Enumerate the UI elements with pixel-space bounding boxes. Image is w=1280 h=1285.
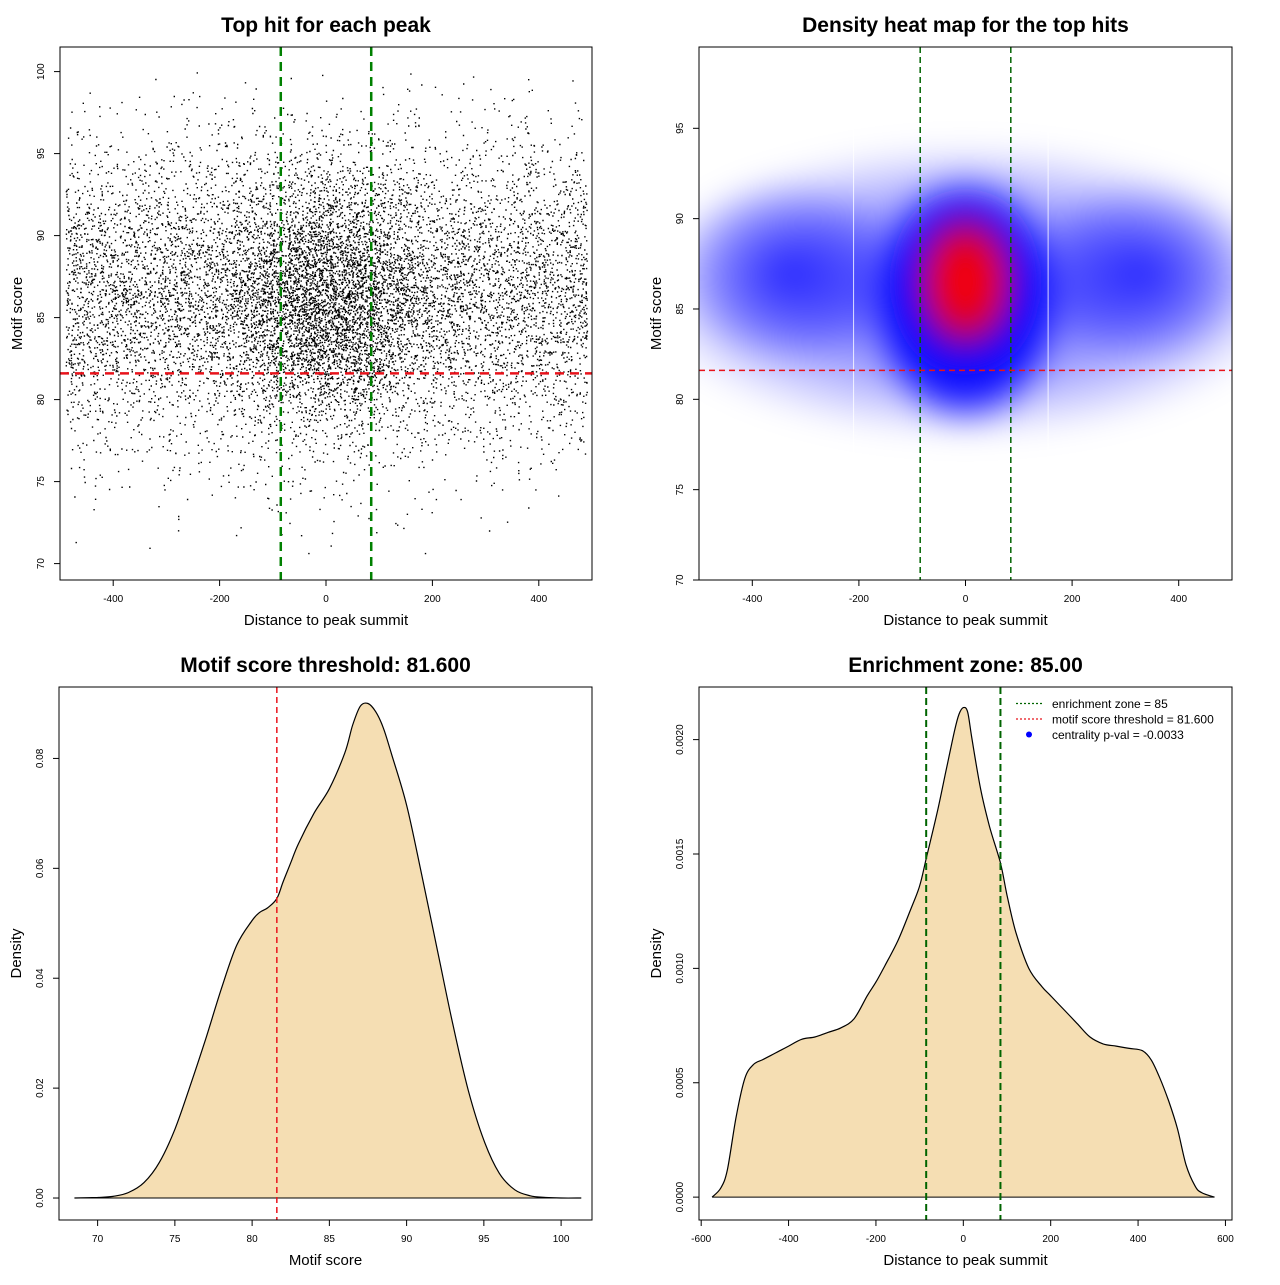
scatter-points xyxy=(66,72,589,554)
x-tick-label: -400 xyxy=(779,1234,799,1245)
x-tick-label: 200 xyxy=(424,594,441,605)
chart-title: Top hit for each peak xyxy=(221,14,431,37)
y-tick-label: 0.0010 xyxy=(675,953,686,984)
y-axis-label: Density xyxy=(648,928,665,979)
y-tick-label: 85 xyxy=(675,303,686,315)
y-tick-label: 85 xyxy=(36,312,47,324)
chart-title: Enrichment zone: 85.00 xyxy=(848,654,1083,677)
x-tick-label: 0 xyxy=(963,594,969,605)
y-tick-label: 70 xyxy=(36,558,47,570)
x-tick-label: 400 xyxy=(1130,1234,1147,1245)
y-tick-label: 0.00 xyxy=(35,1188,46,1208)
y-tick-label: 95 xyxy=(36,148,47,160)
heatmap-density xyxy=(636,141,1280,441)
y-tick-label: 80 xyxy=(36,394,47,406)
legend-point-marker xyxy=(1026,732,1032,738)
density-area xyxy=(74,703,581,1198)
density-peak xyxy=(904,197,1028,367)
y-tick-label: 95 xyxy=(675,122,686,134)
density-area xyxy=(712,707,1214,1197)
x-axis-label: Distance to peak summit xyxy=(883,1252,1048,1269)
y-tick-label: 70 xyxy=(675,574,686,586)
x-tick-label: 100 xyxy=(553,1234,570,1245)
y-tick-label: 100 xyxy=(36,63,47,80)
y-tick-label: 75 xyxy=(675,484,686,496)
y-tick-label: 0.04 xyxy=(35,968,46,988)
y-tick-label: 90 xyxy=(36,230,47,242)
y-tick-label: 0.08 xyxy=(35,748,46,768)
x-tick-label: -600 xyxy=(691,1234,711,1245)
x-tick-label: 70 xyxy=(92,1234,104,1245)
score-density-plot: Motif score threshold: 81.600 Motif score… xyxy=(8,654,592,1269)
chart-title: Density heat map for the top hits xyxy=(802,14,1129,37)
y-tick-label: 0.0020 xyxy=(675,724,686,755)
y-tick-label: 0.06 xyxy=(35,858,46,878)
y-tick-label: 0.0015 xyxy=(675,838,686,869)
heatmap-plot: Density heat map for the top hits Distanc… xyxy=(636,14,1280,629)
x-tick-label: -400 xyxy=(103,594,123,605)
x-tick-label: 90 xyxy=(401,1234,413,1245)
y-axis-label: Density xyxy=(8,928,25,979)
x-tick-label: 75 xyxy=(169,1234,181,1245)
legend-label: centrality p-val = -0.0033 xyxy=(1052,728,1184,742)
x-tick-label: 0 xyxy=(961,1234,967,1245)
chart-title: Motif score threshold: 81.600 xyxy=(180,654,471,677)
legend-label: motif score threshold = 81.600 xyxy=(1052,713,1214,727)
scatter-plot: Top hit for each peak Distance to peak su… xyxy=(9,14,592,629)
x-axis-label: Motif score xyxy=(289,1252,362,1269)
y-tick-label: 80 xyxy=(675,393,686,405)
x-tick-label: 0 xyxy=(323,594,329,605)
distance-density-plot: Enrichment zone: 85.00 Distance to peak s… xyxy=(648,654,1234,1269)
x-tick-label: 95 xyxy=(478,1234,490,1245)
y-tick-label: 75 xyxy=(36,476,47,488)
x-tick-label: 200 xyxy=(1064,594,1081,605)
x-tick-label: 85 xyxy=(324,1234,336,1245)
x-tick-label: 600 xyxy=(1217,1234,1234,1245)
x-tick-label: -400 xyxy=(742,594,762,605)
x-tick-label: -200 xyxy=(210,594,230,605)
x-tick-label: 80 xyxy=(247,1234,259,1245)
x-tick-label: 400 xyxy=(1170,594,1187,605)
legend: enrichment zone = 85 motif score threshol… xyxy=(1016,697,1214,742)
y-tick-label: 0.02 xyxy=(35,1078,46,1098)
x-tick-label: 200 xyxy=(1042,1234,1059,1245)
x-tick-label: -200 xyxy=(849,594,869,605)
x-axis-label: Distance to peak summit xyxy=(244,612,409,629)
x-tick-label: 400 xyxy=(530,594,547,605)
legend-label: enrichment zone = 85 xyxy=(1052,697,1168,711)
y-tick-label: 90 xyxy=(675,213,686,225)
y-tick-label: 0.0005 xyxy=(675,1067,686,1098)
x-axis-label: Distance to peak summit xyxy=(883,612,1048,629)
y-axis-label: Motif score xyxy=(648,277,665,350)
y-tick-label: 0.0000 xyxy=(675,1181,686,1212)
y-axis-label: Motif score xyxy=(9,277,26,350)
x-tick-label: -200 xyxy=(866,1234,886,1245)
heatmap-layer xyxy=(636,97,1280,510)
